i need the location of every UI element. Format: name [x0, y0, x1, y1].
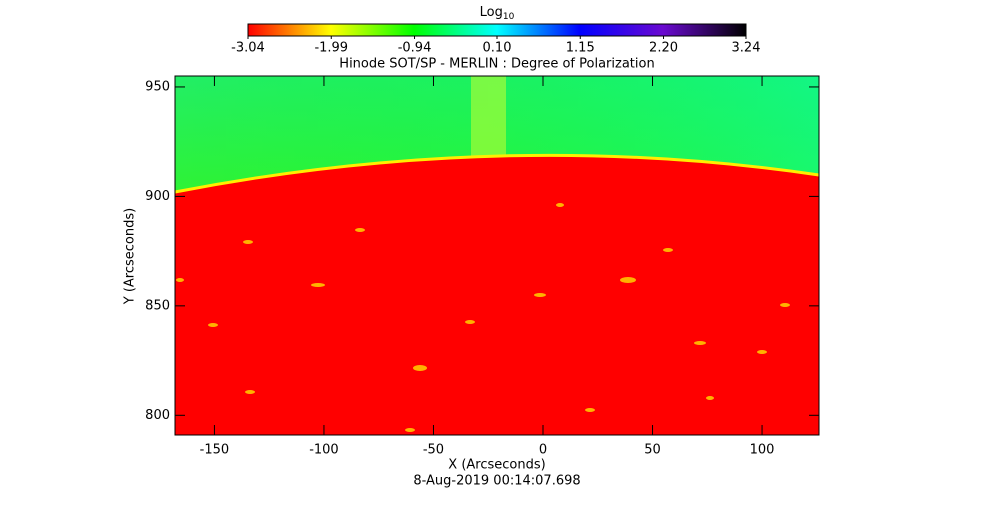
slit-strip [471, 76, 506, 161]
y-tick-label: 950 [145, 79, 170, 94]
x-tick-label: 50 [644, 443, 661, 458]
colorbar-title-text: Log [480, 5, 503, 20]
colorbar-tick-label: -1.99 [314, 41, 348, 56]
x-axis-label: X (Arcseconds) [448, 458, 545, 473]
colorbar-tick-label: 0.10 [483, 41, 512, 56]
colorbar-title: Log10 [480, 5, 515, 22]
colorbar [247, 23, 747, 37]
solar-image [174, 76, 820, 435]
y-axis-label: Y (Arcseconds) [123, 208, 138, 305]
y-tick-label: 900 [145, 189, 170, 204]
x-tick-label: -50 [423, 443, 444, 458]
y-tick-label: 850 [145, 298, 170, 313]
x-tick-label: -100 [309, 443, 339, 458]
colorbar-tick-label: 1.15 [566, 41, 595, 56]
solar-disk [175, 155, 819, 435]
y-tick-label: 800 [145, 408, 170, 423]
plot-frame [174, 75, 820, 436]
chart-title: Hinode SOT/SP - MERLIN : Degree of Polar… [339, 57, 654, 72]
x-tick-label: 0 [539, 443, 547, 458]
colorbar-title-sub: 10 [503, 12, 515, 22]
limb [174, 153, 820, 194]
date-label: 8-Aug-2019 00:14:07.698 [413, 474, 580, 489]
colorbar-tick-label: -3.04 [231, 41, 265, 56]
speckles [176, 203, 790, 432]
colorbar-tick-label: 2.20 [649, 41, 678, 56]
x-tick-label: 100 [750, 443, 775, 458]
colorbar-tick-label: 3.24 [732, 41, 761, 56]
colorbar-tick-label: -0.94 [398, 41, 432, 56]
x-tick-label: -150 [200, 443, 230, 458]
